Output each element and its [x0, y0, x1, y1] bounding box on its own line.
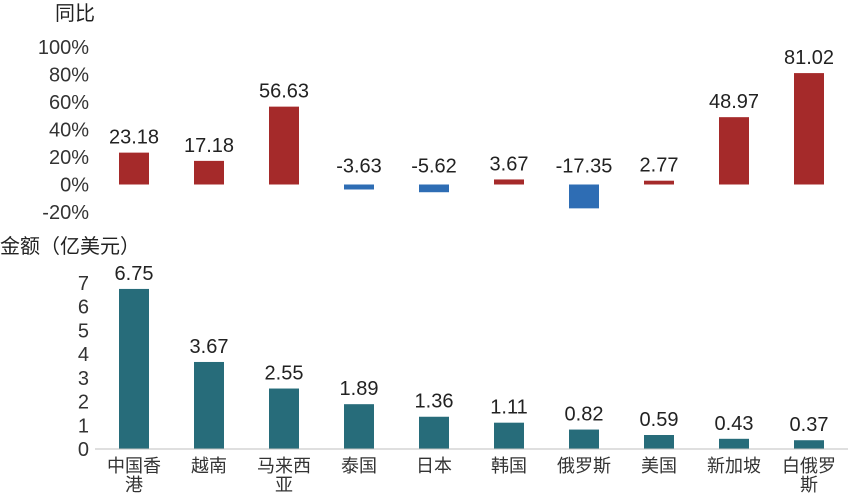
- yoy-bars: [119, 73, 824, 209]
- amount-x-tick-label: 日本: [416, 456, 452, 476]
- yoy-y-tick: 40%: [49, 120, 89, 142]
- amount-x-tick-label: 美国: [641, 456, 677, 476]
- amount-y-tick: 7: [78, 273, 89, 295]
- yoy-bar: [194, 160, 224, 185]
- amount-x-tick-label: 亚: [275, 475, 293, 493]
- yoy-value-label: 23.18: [109, 127, 159, 149]
- amount-bar: [494, 422, 524, 449]
- amount-bar: [794, 440, 824, 449]
- amount-x-tick-label: 泰国: [341, 456, 377, 476]
- yoy-bar: [269, 106, 299, 185]
- yoy-value-labels: 23.18 17.18 56.63 -3.63 -5.62 3.67 -17.35 2.77 4…: [109, 47, 834, 177]
- amount-x-tick-label: 俄罗斯: [557, 456, 611, 476]
- amount-value-label: 6.75: [115, 263, 154, 285]
- amount-x-tick-label: 越南: [191, 456, 227, 476]
- yoy-value-label: 17.18: [184, 135, 234, 157]
- amount-x-tick-label: 中国香: [107, 456, 161, 476]
- amount-y-tick: 2: [78, 392, 89, 414]
- amount-bar: [719, 438, 749, 449]
- yoy-y-tick: -20%: [42, 202, 89, 224]
- amount-y-tick: 6: [78, 297, 89, 319]
- amount-bar: [269, 388, 299, 449]
- amount-y-tick: 0: [78, 439, 89, 461]
- yoy-bar: [419, 184, 449, 193]
- yoy-bar: [344, 184, 374, 190]
- amount-bar: [344, 404, 374, 449]
- amount-value-label: 0.59: [640, 409, 679, 431]
- amount-x-tick-label: 斯: [800, 475, 818, 493]
- yoy-y-tick: 100%: [38, 37, 89, 59]
- amount-value-label: 1.11: [490, 397, 527, 419]
- amount-x-tick-label: 白俄罗: [782, 456, 836, 476]
- amount-value-label: 1.36: [415, 391, 454, 413]
- amount-x-tick-label: 港: [125, 475, 143, 493]
- yoy-y-tick: 20%: [49, 147, 89, 169]
- yoy-value-label: -17.35: [556, 156, 613, 178]
- yoy-bar: [794, 73, 824, 185]
- amount-bar: [569, 429, 599, 449]
- amount-y-tick: 5: [78, 320, 89, 342]
- amount-value-label: 0.43: [715, 413, 754, 435]
- yoy-value-label: 56.63: [259, 81, 309, 103]
- amount-x-tick-label: 马来西: [257, 456, 311, 476]
- amount-y-tick: 4: [78, 344, 89, 366]
- yoy-value-label: 48.97: [709, 91, 759, 113]
- yoy-value-label: -3.63: [336, 156, 382, 178]
- amount-value-label: 3.67: [190, 336, 229, 358]
- yoy-axis-title: 同比: [55, 2, 95, 25]
- yoy-y-ticks: -20% 0% 20% 40% 60% 80% 100%: [38, 37, 89, 224]
- amount-x-tick-label: 韩国: [491, 456, 527, 476]
- yoy-value-label: 81.02: [784, 47, 834, 69]
- amount-y-tick: 3: [78, 368, 89, 390]
- yoy-value-label: 2.77: [640, 155, 679, 177]
- yoy-value-label: -5.62: [411, 156, 457, 178]
- amount-bar: [119, 288, 149, 449]
- amount-value-label: 0.37: [790, 414, 829, 436]
- yoy-chart: 同比 -20% 0% 20% 40% 60% 80% 100% 23.18 17.18 56.6…: [38, 2, 834, 224]
- amount-y-tick: 1: [78, 415, 89, 437]
- amount-axis-title: 金额（亿美元）: [0, 235, 140, 258]
- amount-value-label: 1.89: [340, 378, 379, 400]
- amount-value-label: 0.82: [565, 404, 604, 426]
- amount-value-label: 2.55: [265, 363, 304, 385]
- amount-bar: [194, 361, 224, 449]
- yoy-value-label: 3.67: [490, 153, 529, 175]
- yoy-bar: [719, 117, 749, 185]
- yoy-bar: [494, 179, 524, 185]
- yoy-y-tick: 80%: [49, 65, 89, 87]
- yoy-bar: [644, 180, 674, 185]
- amount-x-tick-label: 新加坡: [707, 456, 761, 476]
- yoy-y-tick: 0%: [60, 175, 89, 197]
- yoy-bar: [119, 152, 149, 185]
- yoy-bar: [569, 184, 599, 209]
- amount-bar: [419, 416, 449, 449]
- amount-value-labels: 6.75 3.67 2.55 1.89 1.36 1.11 0.82 0.59 0.43 0.37: [115, 263, 829, 436]
- yoy-y-tick: 60%: [49, 92, 89, 114]
- amount-bars: [119, 288, 824, 449]
- amount-bar: [644, 435, 674, 449]
